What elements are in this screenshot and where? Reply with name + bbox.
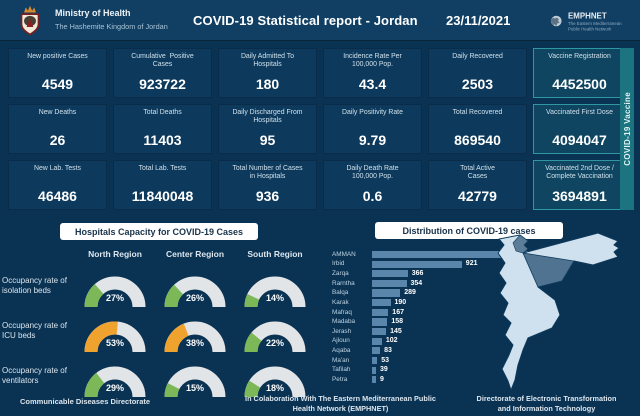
svg-text:The Eastern Mediterranean: The Eastern Mediterranean [568, 21, 622, 26]
svg-text:Public Health Network: Public Health Network [568, 27, 612, 32]
svg-text:EMPHNET: EMPHNET [568, 12, 607, 21]
